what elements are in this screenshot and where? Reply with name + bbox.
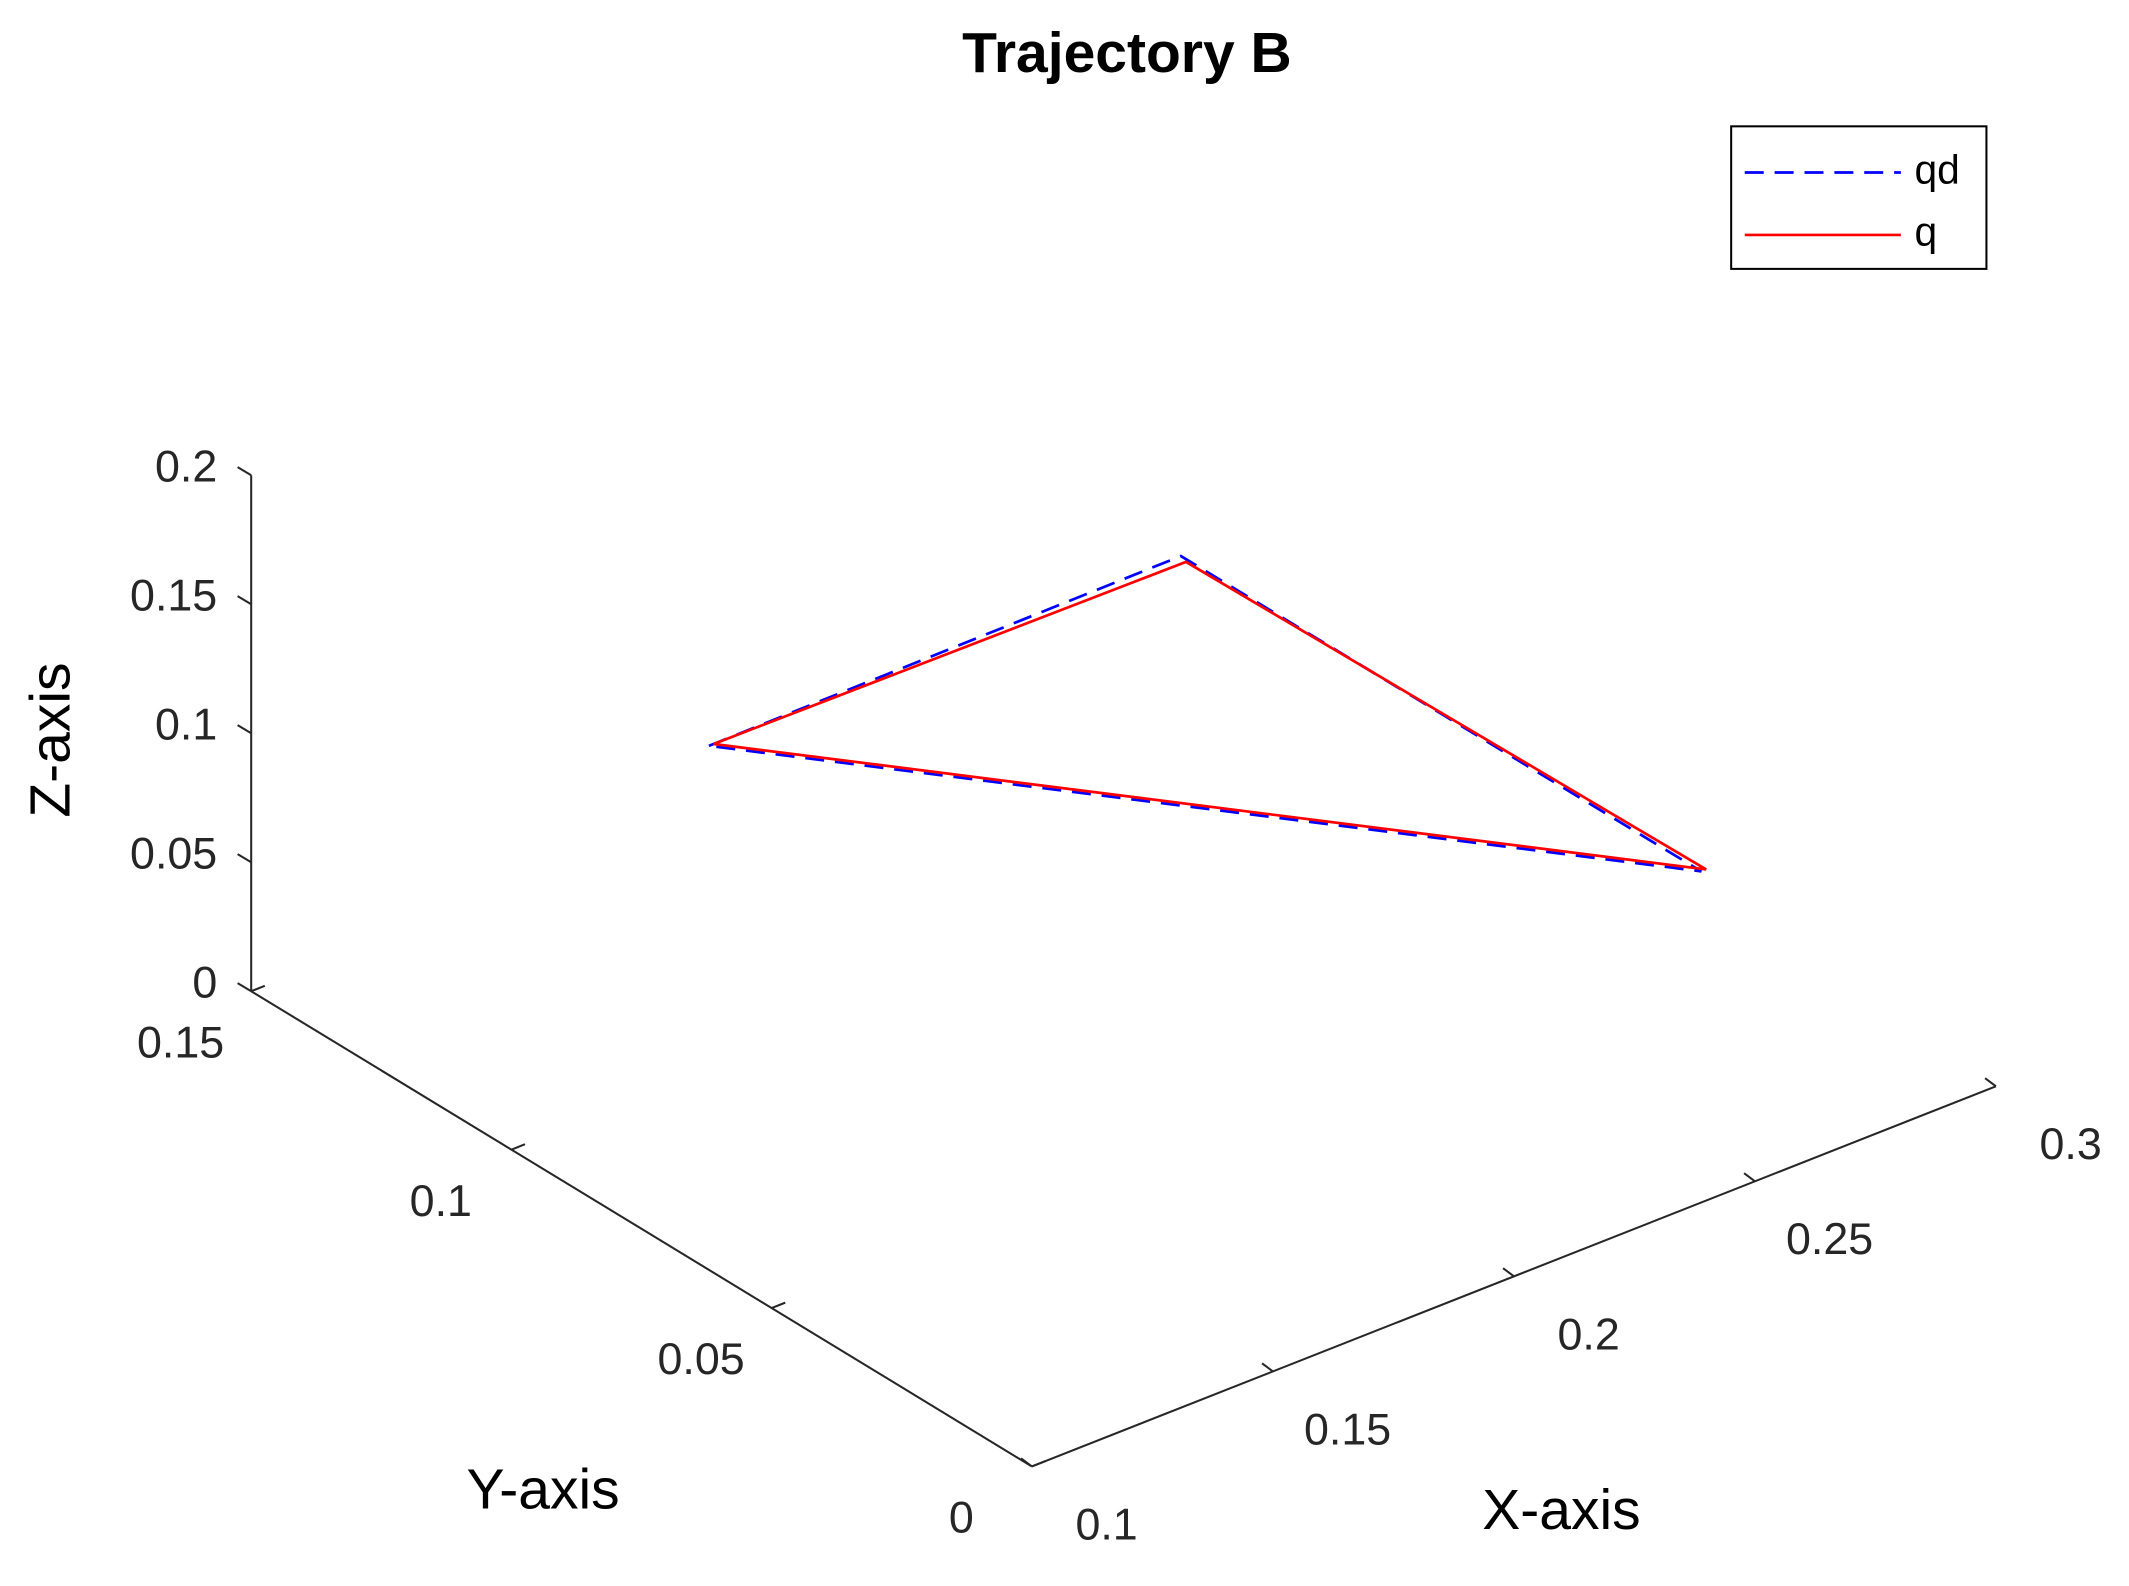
z-tick (237, 466, 252, 477)
x-tick-label: 0.25 (1786, 1214, 1873, 1264)
y-tick-label: 0 (949, 1493, 974, 1543)
y-tick-label: 0.15 (137, 1017, 224, 1067)
legend-label: qd (1914, 146, 1959, 192)
x-tick-label: 0.1 (1075, 1499, 1137, 1549)
series-line (713, 560, 1707, 871)
y-tick (250, 984, 266, 993)
y-axis-title: Y-axis (467, 1458, 620, 1522)
y-tick (1031, 1460, 1046, 1468)
z-tick (237, 982, 252, 993)
x-tick-label: 0.15 (1304, 1404, 1391, 1454)
x-tick (1743, 1172, 1756, 1183)
y-tick-label: 0.05 (657, 1334, 744, 1384)
y-tick (771, 1301, 786, 1309)
x-tick (1502, 1267, 1515, 1278)
chart-title: Trajectory B (962, 21, 1292, 85)
y-tick (511, 1143, 526, 1151)
z-tick-label: 0.2 (155, 442, 217, 492)
z-axis-title: Z-axis (18, 662, 82, 817)
x-tick (1020, 1457, 1033, 1468)
z-tick (237, 724, 252, 735)
y-tick-label: 0.1 (410, 1176, 472, 1226)
y-axis-line (250, 990, 1033, 1468)
x-tick-label: 0.3 (2039, 1119, 2101, 1169)
z-tick (237, 595, 252, 606)
z-tick-label: 0.15 (130, 571, 217, 621)
legend-box (1730, 125, 1988, 270)
z-tick (237, 853, 252, 864)
x-tick-label: 0.2 (1557, 1309, 1619, 1359)
z-tick-label: 0.1 (155, 700, 217, 750)
x-tick (1984, 1077, 1997, 1088)
z-tick-label: 0 (192, 958, 217, 1008)
x-axis-title: X-axis (1482, 1478, 1640, 1542)
z-tick-label: 0.05 (130, 829, 217, 879)
x-tick (1261, 1362, 1274, 1373)
legend-label: q (1914, 209, 1937, 255)
